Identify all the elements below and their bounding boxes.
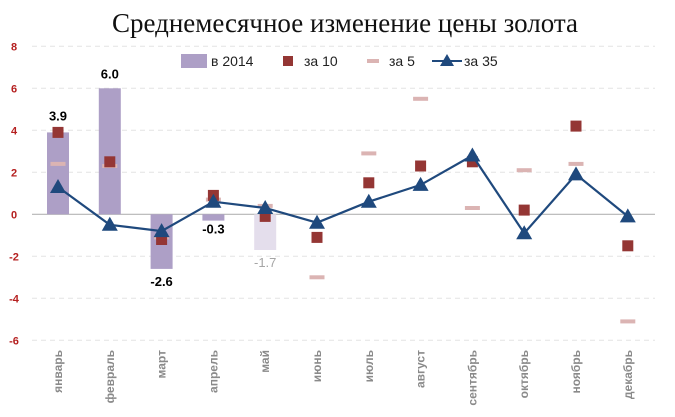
dash-marker bbox=[361, 151, 377, 156]
dash-marker bbox=[309, 275, 325, 280]
series-10yr bbox=[52, 120, 634, 252]
legend-label-5yr: за 5 bbox=[389, 53, 415, 69]
bar-2014 bbox=[98, 88, 121, 215]
y-tick-label: 2 bbox=[11, 167, 17, 179]
x-tick-label: декабрь bbox=[621, 350, 635, 399]
dash-marker bbox=[50, 161, 66, 166]
y-tick-label: -2 bbox=[9, 251, 19, 263]
triangle-marker bbox=[101, 216, 118, 231]
dash-marker bbox=[568, 161, 584, 166]
triangle-marker bbox=[50, 179, 66, 193]
x-tick-label: июнь bbox=[310, 350, 324, 382]
x-tick-label: июль bbox=[362, 350, 376, 382]
dash-marker bbox=[516, 168, 532, 173]
legend-label-10yr: за 10 bbox=[304, 53, 338, 69]
legend-label-2014: в 2014 bbox=[211, 53, 254, 69]
y-tick-label: 0 bbox=[11, 209, 17, 221]
triangle-marker bbox=[464, 147, 481, 162]
y-tick-label: 4 bbox=[11, 125, 18, 137]
legend-swatch-2014 bbox=[181, 54, 207, 68]
square-marker bbox=[622, 240, 634, 252]
y-tick-label: -4 bbox=[9, 293, 20, 305]
y-tick-label: 8 bbox=[11, 41, 17, 53]
y-axis: -6 -4 -2 0 2 4 6 8 bbox=[9, 41, 20, 347]
y-tick-label: -6 bbox=[9, 335, 19, 347]
x-tick-label: май bbox=[258, 350, 272, 373]
square-marker bbox=[466, 156, 478, 168]
square-marker bbox=[570, 120, 582, 132]
square-marker bbox=[363, 177, 375, 189]
x-tick-label: ноябрь bbox=[569, 350, 583, 394]
legend: в 2014 за 10 за 5 за 35 bbox=[181, 53, 498, 69]
dash-marker bbox=[620, 319, 636, 324]
bar-2014 bbox=[202, 214, 225, 221]
legend-swatch-5yr bbox=[367, 59, 379, 63]
legend-label-35yr: за 35 bbox=[464, 53, 498, 69]
line-35yr bbox=[57, 154, 629, 236]
dash-marker bbox=[464, 206, 480, 210]
x-tick-label: октябрь bbox=[517, 350, 531, 398]
x-tick-label: январь bbox=[51, 350, 65, 393]
triangle-marker bbox=[568, 166, 584, 181]
x-tick-label: февраль bbox=[103, 350, 117, 403]
series-35yr bbox=[50, 147, 636, 240]
square-marker bbox=[518, 204, 530, 216]
data-label: 6.0 bbox=[101, 66, 119, 81]
square-marker bbox=[259, 210, 271, 222]
square-marker bbox=[52, 126, 64, 138]
square-marker bbox=[156, 234, 168, 245]
x-tick-label: сентябрь bbox=[465, 350, 479, 406]
triangle-marker bbox=[309, 214, 325, 229]
data-label: -0.3 bbox=[202, 221, 224, 236]
data-label: 3.9 bbox=[49, 108, 67, 123]
triangle-marker bbox=[257, 200, 274, 214]
triangle-marker bbox=[412, 176, 429, 191]
triangle-marker bbox=[153, 223, 170, 238]
x-axis: январь февраль март апрель май июнь июль август… bbox=[51, 350, 635, 406]
data-label: -1.7 bbox=[254, 255, 276, 270]
square-marker bbox=[415, 160, 427, 172]
data-label: -2.6 bbox=[150, 274, 172, 289]
gridlines bbox=[32, 45, 655, 341]
triangle-marker bbox=[360, 193, 377, 208]
triangle-marker bbox=[205, 193, 222, 208]
x-tick-label: март bbox=[155, 350, 169, 379]
y-tick-label: 6 bbox=[11, 83, 17, 95]
triangle-marker bbox=[619, 208, 636, 223]
bar-2014 bbox=[47, 132, 69, 215]
square-marker bbox=[311, 231, 323, 243]
data-labels: 3.9 6.0 -2.6 -0.3 -1.7 bbox=[49, 66, 276, 289]
bar-2014 bbox=[254, 214, 277, 250]
legend-swatch-10yr bbox=[283, 56, 293, 66]
bars-2014 bbox=[47, 88, 277, 269]
triangle-marker bbox=[516, 225, 533, 240]
x-tick-label: апрель bbox=[206, 350, 220, 393]
dash-marker bbox=[413, 96, 429, 101]
chart-title: Среднемесячное изменение цены золота bbox=[112, 8, 578, 38]
square-marker bbox=[104, 156, 116, 168]
legend-triangle-35yr bbox=[440, 54, 454, 66]
x-tick-label: август bbox=[414, 350, 428, 388]
